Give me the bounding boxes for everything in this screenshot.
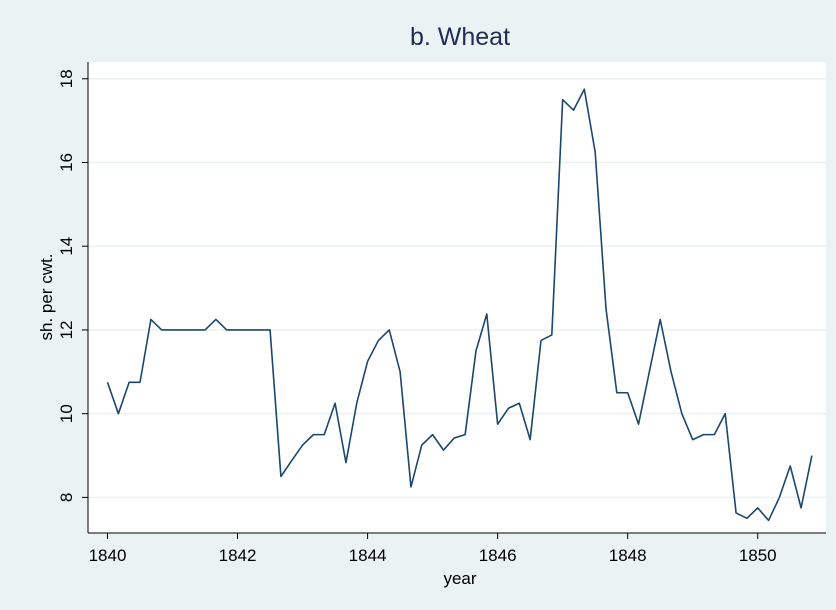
chart-title: b. Wheat <box>410 23 510 51</box>
line <box>106 88 813 522</box>
x-tick-label: 1840 <box>89 546 127 565</box>
y-tick-label: 14 <box>57 237 76 256</box>
y-tick-label: 10 <box>57 404 76 423</box>
y-tick-label: 8 <box>57 493 76 502</box>
x-tick-label: 1848 <box>609 546 647 565</box>
x-tick-label: 1842 <box>219 546 257 565</box>
x-tick-label: 1846 <box>479 546 517 565</box>
y-axis-label: sh. per cwt. <box>37 254 56 341</box>
y-tick-label: 16 <box>57 153 76 172</box>
x-tick-label: 1850 <box>739 546 777 565</box>
y-tick-label: 18 <box>57 69 76 88</box>
y-tick-label: 12 <box>57 320 76 339</box>
x-tick-label: 1844 <box>349 546 387 565</box>
plot-area <box>88 62 826 533</box>
x-axis-label: year <box>443 569 476 588</box>
